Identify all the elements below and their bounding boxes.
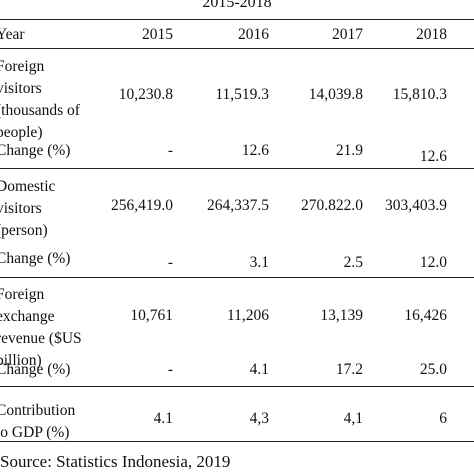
table-cell: 14,039.8 [308,86,363,103]
row-label-line: billion) [0,352,42,369]
row-label-line: revenue ($US [0,330,82,347]
header-year-2015: 2015 [142,26,173,43]
row-label-line: exchange [0,308,55,325]
table-top-rule [0,19,474,20]
row-label-line: Foreign [0,58,45,75]
table-cell: 6 [439,410,447,427]
row-label-line: visitors [0,80,42,97]
table-cell: 2.5 [343,254,363,271]
row-group-rule [0,386,474,387]
table-cell: 3.1 [249,254,269,271]
table-cell: 17.2 [335,361,363,378]
table-cell: 16,426 [404,307,447,324]
row-label-line: Domestic [0,178,56,195]
table-cell: 4.1 [249,361,269,378]
row-group-rule [0,441,474,442]
row-label-line: Contribution [0,402,76,419]
header-year-label: Year [0,26,25,43]
table-cell: 4,1 [343,410,363,427]
header-rule [0,48,474,49]
table-cell: 12.0 [419,254,447,271]
row-label-line: Foreign [0,286,45,303]
header-year-2018: 2018 [416,26,447,43]
table-cell: 256,419.0 [111,197,173,214]
header-year-2016: 2016 [238,26,269,43]
row-label-line: people) [0,124,43,141]
table-cell: 15,810.3 [392,86,447,103]
table-cell: 21.9 [335,142,363,159]
table-cell: 25.0 [419,361,447,378]
table-cell: 4,3 [249,410,269,427]
header-year-2017: 2017 [332,26,363,43]
table-cell: - [167,254,173,271]
row-label-line: to GDP (%) [0,424,70,441]
row-label-line: Change (%) [0,361,71,378]
table-cell: 270.822.0 [301,197,363,214]
table-caption: 2015-2018 [202,0,272,11]
table-cell: - [167,142,173,159]
row-group-rule [0,168,474,169]
table-cell: 10,761 [130,307,173,324]
row-label-line: (thousands of [0,102,80,119]
table-cell: 10,230.8 [118,86,173,103]
table-cell: 303,403.9 [385,197,447,214]
table-cell: 4.1 [153,410,173,427]
table-cell: 11,519.3 [215,86,269,103]
table-cell: 13,139 [320,307,363,324]
table-cell: 264,337.5 [207,197,269,214]
source-note: Source: Statistics Indonesia, 2019 [0,452,231,471]
table-cell: 12.6 [241,142,269,159]
row-label-line: (person) [0,222,48,239]
table-cell: 12.6 [419,148,447,165]
row-label-line: Change (%) [0,142,71,159]
table-cell: 11,206 [226,307,269,324]
table-cell: - [167,361,173,378]
row-group-rule [0,277,474,278]
row-label-line: Change (%) [0,250,71,267]
row-label-line: visitors [0,200,42,217]
